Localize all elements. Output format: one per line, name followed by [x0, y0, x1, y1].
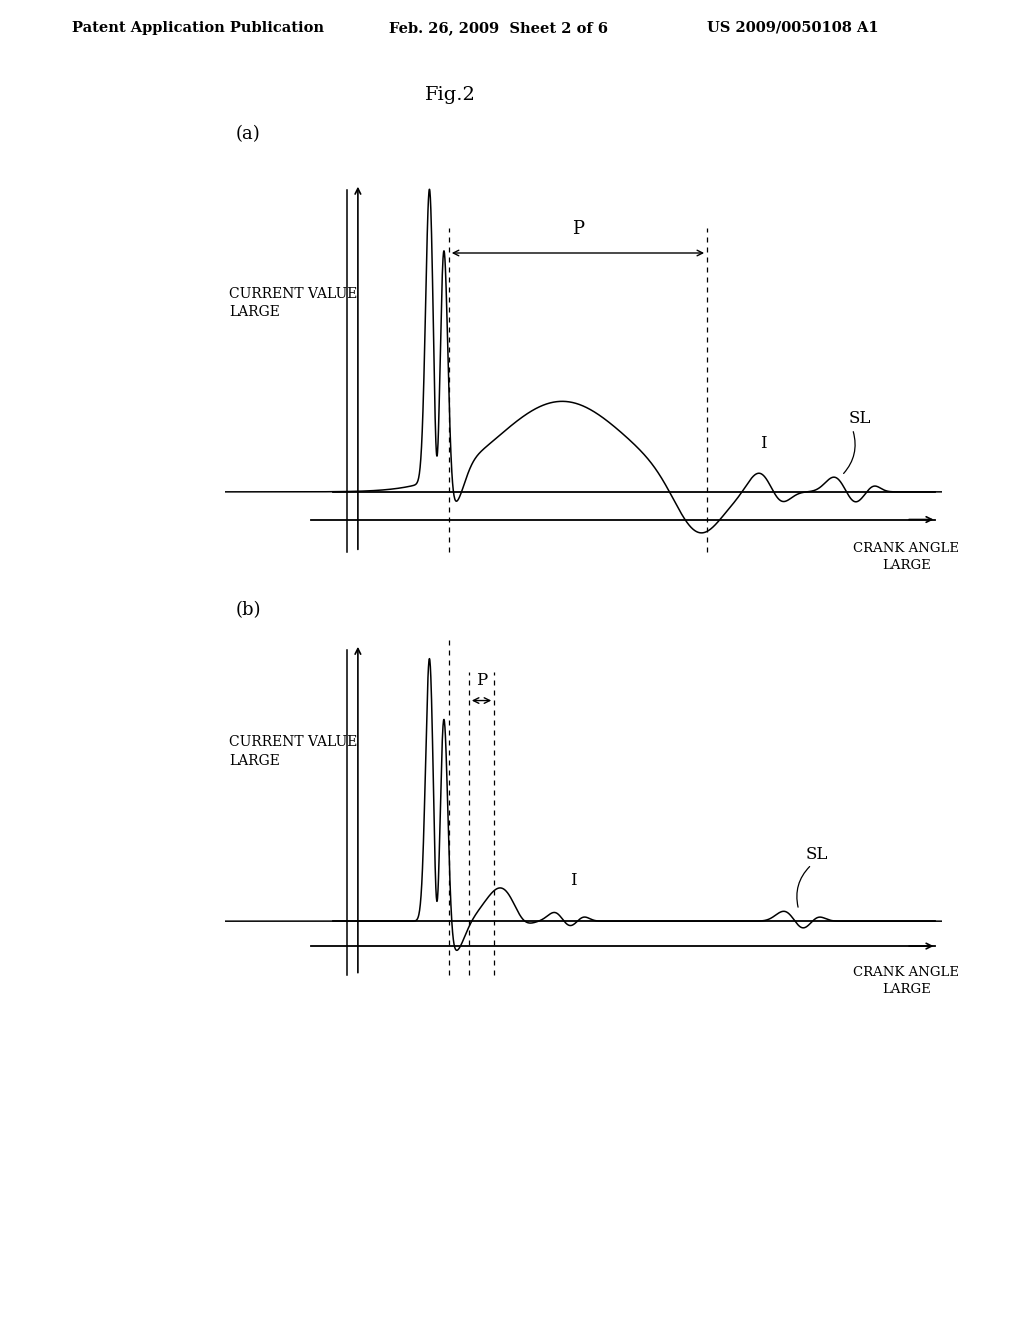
Text: P: P — [572, 220, 584, 238]
Text: SL: SL — [849, 409, 871, 426]
Text: (a): (a) — [236, 125, 260, 144]
Text: (b): (b) — [236, 601, 261, 619]
Text: SL: SL — [806, 846, 828, 863]
Text: US 2009/0050108 A1: US 2009/0050108 A1 — [707, 21, 879, 34]
Text: CRANK ANGLE
LARGE: CRANK ANGLE LARGE — [853, 543, 959, 572]
Text: Feb. 26, 2009  Sheet 2 of 6: Feb. 26, 2009 Sheet 2 of 6 — [389, 21, 608, 34]
Text: Patent Application Publication: Patent Application Publication — [72, 21, 324, 34]
Text: P: P — [476, 672, 487, 689]
Text: CRANK ANGLE
LARGE: CRANK ANGLE LARGE — [853, 966, 959, 997]
Text: I: I — [569, 873, 577, 888]
Text: I: I — [760, 434, 766, 451]
Text: Fig.2: Fig.2 — [425, 86, 476, 104]
Text: CURRENT VALUE
LARGE: CURRENT VALUE LARGE — [229, 286, 357, 319]
Text: CURRENT VALUE
LARGE: CURRENT VALUE LARGE — [229, 735, 357, 768]
